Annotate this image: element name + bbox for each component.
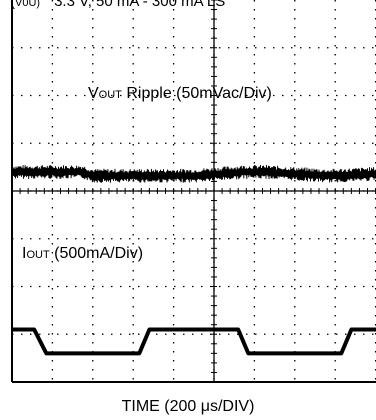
graticule [11, 0, 376, 383]
vout-subscript: OUT [99, 89, 123, 101]
x-axis-label: TIME (200 μs/DIV) [122, 398, 255, 415]
iout-trace [12, 327, 376, 356]
vout-prefix: V [88, 85, 99, 102]
chart-title: (V0U) 3.3 V, 50 mA - 300 mA LS [10, 0, 225, 10]
title-subscript: V0U) [15, 0, 40, 9]
title-rest: 3.3 V, 50 mA - 300 mA LS [54, 0, 225, 10]
traces [11, 164, 376, 356]
vout-ripple-trace [11, 164, 376, 183]
iout-prefix: I [22, 245, 26, 262]
series-label-iout: IOUT (500mA/Div) [22, 245, 143, 262]
title-open-paren: ( [10, 0, 15, 10]
iout-suffix: (500mA/Div) [50, 245, 143, 262]
series-label-vout: VOUT Ripple (50mVac/Div) [88, 85, 272, 102]
iout-subscript: OUT [26, 249, 50, 261]
vout-suffix: Ripple (50mVac/Div) [122, 85, 272, 102]
